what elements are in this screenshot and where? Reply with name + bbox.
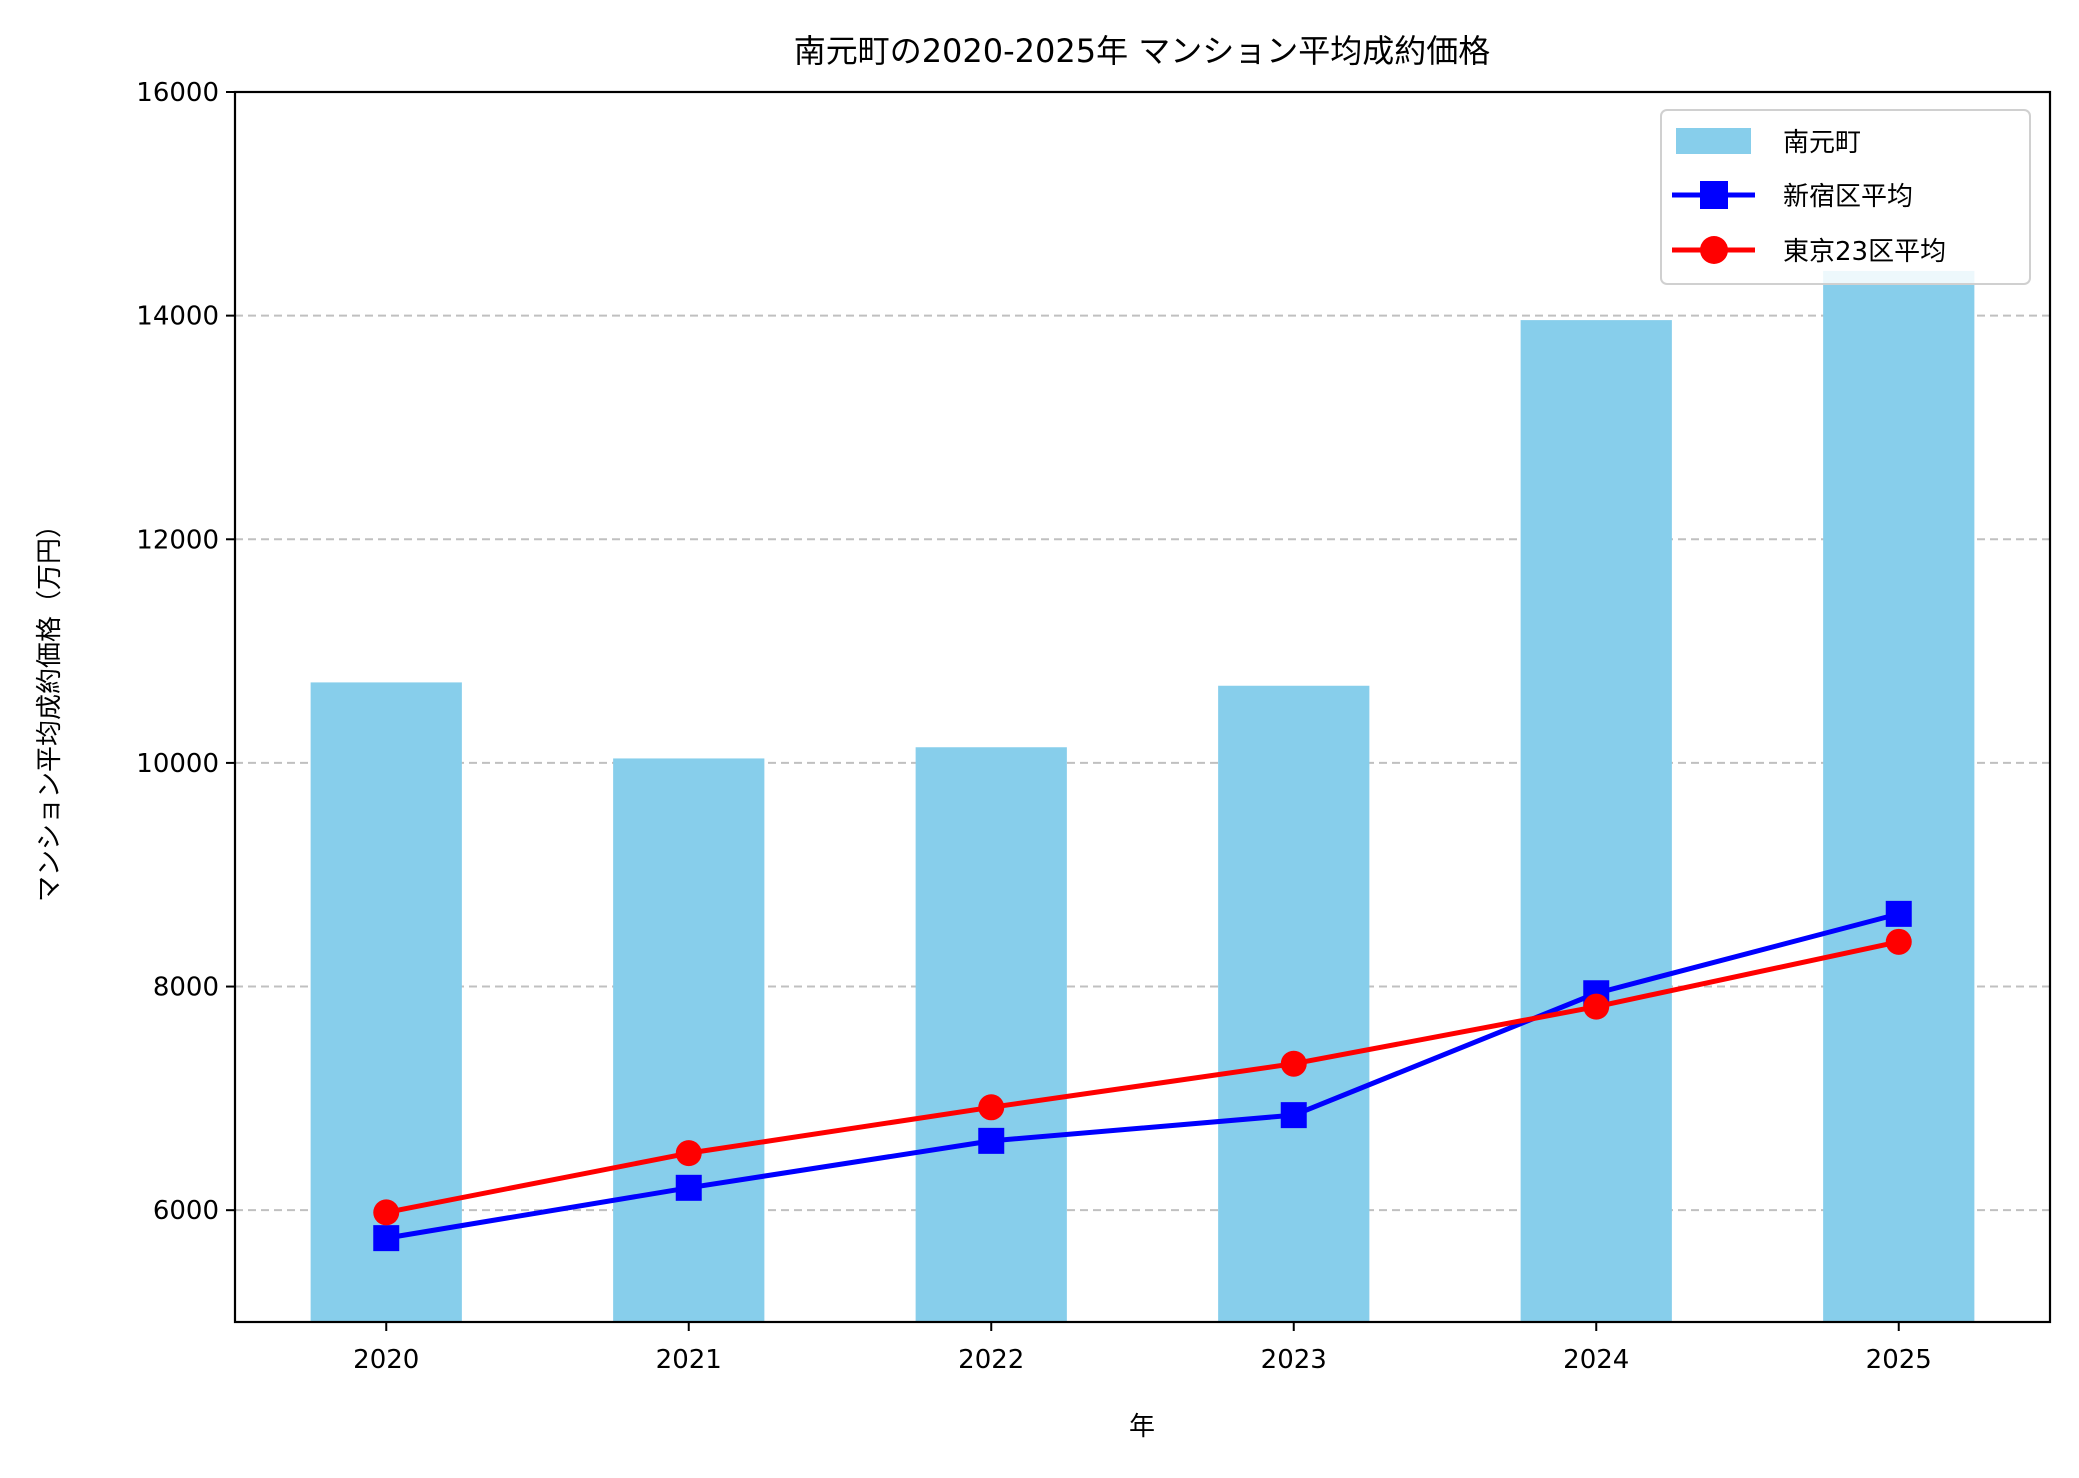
legend-swatch-square-marker — [1700, 181, 1728, 209]
x-tick-label: 2025 — [1866, 1345, 1932, 1375]
square-marker — [978, 1127, 1005, 1154]
x-axis-label: 年 — [1129, 1412, 1155, 1442]
legend-box — [1660, 109, 2031, 285]
y-tick-label: 8000 — [153, 973, 219, 1003]
circle-marker — [1885, 928, 1912, 955]
circle-marker — [675, 1140, 702, 1167]
y-tick-label: 10000 — [136, 749, 219, 779]
square-marker — [373, 1225, 400, 1252]
series-line — [385, 911, 1900, 1241]
series-line — [385, 939, 1900, 1215]
y-tick-label: 6000 — [153, 1196, 219, 1226]
y-tick-label: 14000 — [136, 302, 219, 332]
bar-2024 — [1520, 320, 1672, 1322]
legend-label-blue: 新宿区平均 — [1783, 182, 1913, 212]
x-tick-label: 2023 — [1261, 1345, 1327, 1375]
circle-marker — [1583, 993, 1610, 1020]
chart-title: 南元町の2020-2025年 マンション平均成約価格 — [794, 32, 1491, 70]
plot-frame — [233, 90, 2052, 1324]
legend-label-bar: 南元町 — [1783, 128, 1861, 158]
x-tick-label: 2022 — [958, 1345, 1024, 1375]
circle-marker — [373, 1199, 400, 1226]
legend-swatch-circle-marker — [1700, 236, 1728, 264]
legend: 南元町 新宿区平均 東京23区平均 — [1660, 109, 2031, 285]
y-tick-label: 16000 — [136, 78, 219, 108]
legend-label-red: 東京23区平均 — [1783, 237, 1946, 267]
y-tick-label: 12000 — [136, 525, 219, 555]
square-marker — [675, 1174, 702, 1201]
x-tick-label: 2020 — [353, 1345, 419, 1375]
legend-swatch-bar — [1676, 128, 1751, 154]
bar-2021 — [613, 758, 765, 1322]
bar-2023 — [1218, 685, 1370, 1322]
square-marker — [1885, 900, 1912, 927]
y-axis-label: マンション平均成約価格（万円） — [35, 512, 65, 902]
square-marker — [1280, 1102, 1307, 1129]
circle-marker — [978, 1094, 1005, 1121]
bar-2022 — [915, 747, 1067, 1322]
bar-2025 — [1823, 270, 1975, 1323]
x-tick-label: 2024 — [1563, 1345, 1629, 1375]
circle-marker — [1280, 1050, 1307, 1077]
x-tick-label: 2021 — [656, 1345, 722, 1375]
